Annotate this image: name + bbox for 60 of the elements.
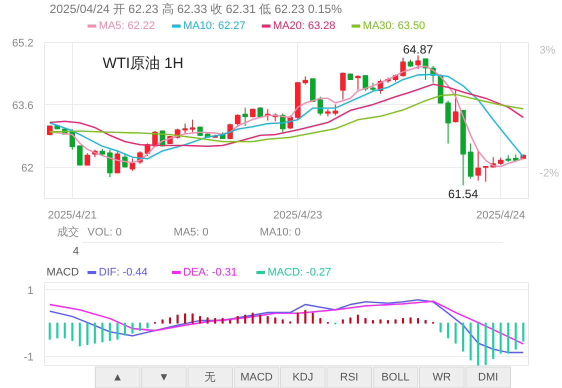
text: WR xyxy=(432,372,452,384)
legend-label: MA5: 62.22 xyxy=(98,20,156,32)
candlestick xyxy=(182,123,188,134)
candlestick xyxy=(445,100,451,144)
candlestick xyxy=(340,72,346,100)
x-tick-label: 2025/4/21 xyxy=(48,210,97,222)
candlestick xyxy=(107,149,113,178)
text: RSI xyxy=(340,372,358,384)
candlestick xyxy=(318,96,324,116)
legend-label: MACD: -0.27 xyxy=(268,266,332,278)
candlestick xyxy=(130,158,136,172)
candlestick xyxy=(332,104,338,116)
text: 成交 xyxy=(56,226,79,238)
text: ▲ xyxy=(112,372,124,384)
legend-label: DEA: -0.31 xyxy=(183,266,237,278)
text: 2025/04/24 开 62.23 高 62.33 收 62.31 低 62.23 0.15% xyxy=(50,2,342,16)
candlestick xyxy=(415,54,421,70)
text: KDJ xyxy=(292,372,314,384)
candlestick xyxy=(242,107,248,126)
y2-tick-label: -2% xyxy=(540,168,560,180)
candlestick xyxy=(190,119,196,133)
text: WTI原油 1H xyxy=(102,54,184,72)
candlestick xyxy=(234,114,240,128)
text: BOLL xyxy=(381,372,410,384)
text: DMI xyxy=(478,372,498,384)
text: 4 xyxy=(72,246,79,258)
candlestick xyxy=(114,150,120,174)
candlestick xyxy=(362,75,368,92)
candlestick xyxy=(452,90,458,123)
candlestick xyxy=(475,150,481,182)
line-series xyxy=(49,300,524,345)
legend-label: MA30: 63.50 xyxy=(362,20,426,32)
y-tick-label: -1 xyxy=(24,352,34,364)
line-series xyxy=(49,84,524,147)
text: MACD xyxy=(240,372,273,384)
candlestick xyxy=(482,166,488,182)
candlestick xyxy=(77,144,83,166)
candlestick xyxy=(84,152,90,166)
text: ▼ xyxy=(158,372,170,384)
candlestick xyxy=(310,78,316,102)
candlestick xyxy=(355,74,361,90)
legend-label: MA20: 63.28 xyxy=(272,20,336,32)
x-tick-label: 2025/4/24 xyxy=(476,210,526,222)
y-tick-label: 65.2 xyxy=(12,38,34,50)
text: MA5: 0 xyxy=(174,226,209,238)
line-series xyxy=(49,94,524,142)
annotation: 61.54 xyxy=(448,187,478,202)
x-tick-label: 2025/4/23 xyxy=(273,210,322,222)
text: 无 xyxy=(204,372,216,384)
legend-label: MA10: 62.27 xyxy=(183,20,246,32)
annotation: 64.87 xyxy=(403,42,434,56)
text: VOL: 0 xyxy=(88,226,122,238)
y-tick-label: 63.6 xyxy=(12,100,34,112)
legend-label: DIF: -0.44 xyxy=(98,266,148,278)
text: MA10: 0 xyxy=(260,226,301,238)
y2-tick-label: 3% xyxy=(540,44,556,57)
y-tick-label: 1 xyxy=(27,284,34,297)
chart-title: MACD xyxy=(46,266,80,278)
y-tick-label: 62 xyxy=(21,162,34,174)
line-series xyxy=(49,299,524,354)
